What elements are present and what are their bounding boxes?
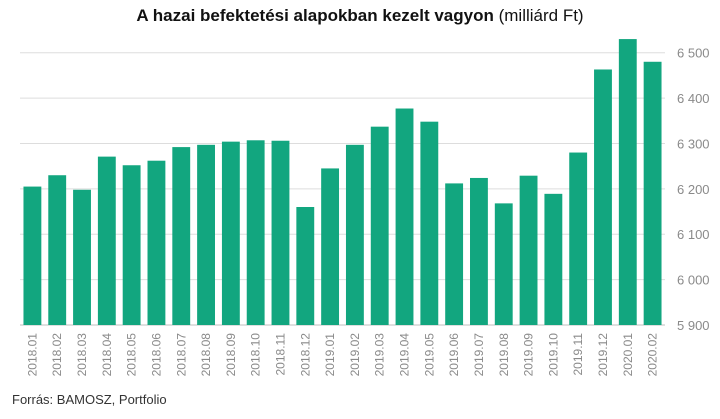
bar bbox=[197, 144, 215, 325]
x-tick-label: 2020.01 bbox=[621, 333, 635, 377]
source-note: Forrás: BAMOSZ, Portfolio bbox=[12, 392, 167, 407]
y-tick-label: 6 500 bbox=[677, 46, 710, 61]
y-tick-label: 6 300 bbox=[677, 136, 710, 151]
y-tick-label: 6 000 bbox=[677, 273, 710, 288]
x-tick-label: 2019.07 bbox=[472, 333, 486, 377]
bar bbox=[643, 61, 662, 326]
x-axis-tick-labels: 2018.01 2018.02 2018.03 2018.04 2018.05 2018.… bbox=[25, 333, 659, 377]
bar bbox=[296, 207, 315, 325]
x-tick-label: 2018.08 bbox=[199, 333, 213, 377]
x-tick-label: 2018.09 bbox=[224, 333, 238, 377]
y-tick-label: 5 900 bbox=[677, 318, 710, 333]
bar bbox=[221, 141, 240, 325]
x-tick-label: 2019.10 bbox=[546, 333, 560, 377]
chart-title-bold: A hazai befektetési alapokban kezelt vag… bbox=[136, 6, 494, 25]
bar bbox=[395, 108, 414, 325]
x-tick-label: 2019.01 bbox=[323, 333, 337, 377]
bar bbox=[147, 160, 166, 325]
bar bbox=[370, 126, 389, 326]
x-tick-label: 2018.03 bbox=[75, 333, 89, 377]
x-tick-label: 2019.04 bbox=[398, 333, 412, 377]
x-tick-label: 2019.09 bbox=[522, 333, 536, 377]
bar bbox=[246, 140, 265, 325]
grid-lines bbox=[20, 52, 665, 326]
x-tick-label: 2018.05 bbox=[125, 333, 139, 377]
x-tick-label: 2019.06 bbox=[447, 333, 461, 377]
bar bbox=[122, 165, 141, 325]
bar bbox=[445, 183, 464, 325]
bar bbox=[470, 177, 488, 325]
x-tick-label: 2019.11 bbox=[571, 333, 585, 376]
y-tick-label: 6 200 bbox=[677, 182, 710, 197]
x-tick-label: 2020.02 bbox=[646, 333, 660, 377]
bar bbox=[345, 144, 364, 325]
bar bbox=[544, 193, 563, 325]
x-tick-label: 2018.02 bbox=[50, 333, 64, 377]
x-tick-label: 2018.06 bbox=[149, 333, 163, 377]
bar bbox=[420, 121, 439, 325]
x-tick-label: 2019.12 bbox=[596, 333, 610, 377]
x-tick-label: 2019.03 bbox=[373, 333, 387, 377]
x-tick-label: 2018.10 bbox=[249, 333, 263, 377]
bar bbox=[569, 152, 588, 325]
x-tick-label: 2018.12 bbox=[298, 333, 312, 377]
bar bbox=[97, 156, 116, 325]
chart-title-unit: (milliárd Ft) bbox=[498, 6, 584, 25]
bar bbox=[73, 189, 91, 325]
x-tick-label: 2019.02 bbox=[348, 333, 362, 377]
chart-title: A hazai befektetési alapokban kezelt vag… bbox=[0, 6, 720, 26]
x-tick-label: 2018.04 bbox=[100, 333, 114, 377]
y-tick-label: 6 100 bbox=[677, 227, 710, 242]
bar bbox=[48, 175, 67, 325]
bar bbox=[519, 175, 538, 325]
bar bbox=[494, 203, 513, 325]
bar bbox=[23, 186, 42, 325]
bar bbox=[594, 69, 612, 325]
x-tick-label: 2019.05 bbox=[422, 333, 436, 377]
x-tick-label: 2018.01 bbox=[25, 333, 39, 377]
bar bbox=[618, 39, 637, 325]
bars bbox=[23, 39, 662, 326]
x-tick-label: 2018.11 bbox=[273, 333, 287, 376]
bar bbox=[172, 147, 191, 325]
y-tick-label: 6 400 bbox=[677, 91, 710, 106]
x-tick-label: 2018.07 bbox=[174, 333, 188, 377]
y-axis-tick-labels: 5 900 6 000 6 100 6 200 6 300 6 400 6 500 bbox=[677, 46, 710, 333]
x-tick-label: 2019.08 bbox=[497, 333, 511, 377]
bar bbox=[321, 168, 340, 325]
bar bbox=[271, 140, 290, 325]
